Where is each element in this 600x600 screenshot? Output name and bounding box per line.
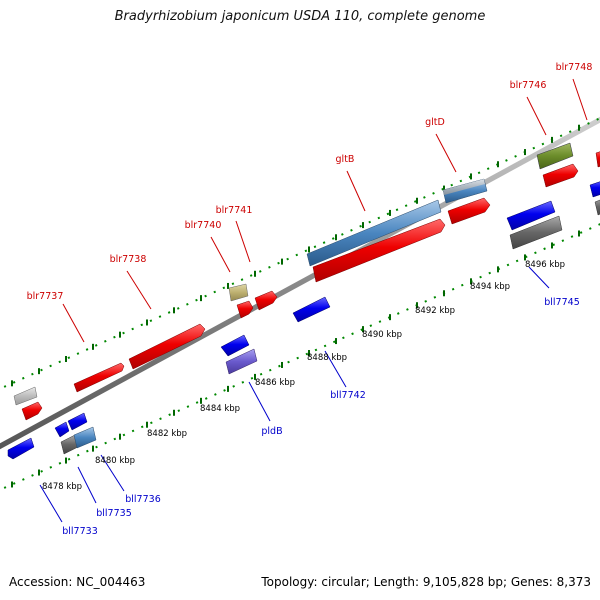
gene-box-gltD-top: [443, 179, 485, 195]
gene-box-gray-2[interactable]: [509, 215, 563, 250]
gene-label-gltD[interactable]: gltD: [425, 117, 445, 128]
gene-label-bll7736[interactable]: bll7736: [125, 494, 161, 505]
gene-label-blr7748[interactable]: blr7748: [556, 62, 593, 73]
gene-arrow-blr7741[interactable]: [254, 290, 278, 311]
gene-box-olive[interactable]: [536, 142, 574, 170]
genome-summary-text: Topology: circular; Length: 9,105,828 bp…: [261, 575, 591, 589]
reverse-callout-lines: [39, 266, 550, 523]
gene-box-gltB[interactable]: [306, 199, 442, 267]
gene-label-bll7733[interactable]: bll7733: [62, 526, 98, 537]
gene-arrow-blr7737[interactable]: [73, 362, 125, 393]
gene-label-blr7740[interactable]: blr7740: [185, 220, 222, 231]
gene-arrow-blr7740[interactable]: [236, 300, 254, 319]
gene-label-gltB[interactable]: gltB: [336, 154, 355, 165]
gene-label-bll7742[interactable]: bll7742: [330, 390, 366, 401]
gene-label-bll7745[interactable]: bll7745: [544, 297, 580, 308]
gene-box-gray-edge[interactable]: [594, 198, 600, 216]
accession-text: Accession: NC_004463: [9, 575, 146, 589]
kbp-label: 8488 kbp: [307, 353, 347, 363]
gene-arrow-blr7746[interactable]: [542, 163, 579, 188]
reverse-gene-track: [7, 180, 600, 460]
gene-arrow-bll7735b[interactable]: [67, 412, 88, 431]
kbp-label: 8482 kbp: [147, 429, 187, 439]
gene-label-blr7738[interactable]: blr7738: [110, 254, 147, 265]
kbp-label: 8490 kbp: [362, 330, 402, 340]
gene-arrow-bll7735[interactable]: [54, 421, 70, 438]
gene-label-blr7746[interactable]: blr7746: [510, 80, 547, 91]
forward-callout-lines: [62, 78, 588, 343]
gene-arrow-small-1[interactable]: [21, 401, 43, 421]
upper-tick-track: [0, 117, 600, 390]
gene-arrow-blr7738[interactable]: [128, 323, 206, 370]
gene-arrow-gltB-red[interactable]: [312, 218, 446, 283]
gene-label-pldB[interactable]: pldB: [261, 426, 282, 437]
gene-arrow-bll7745[interactable]: [506, 200, 556, 231]
map-title: Bradyrhizobium japonicum USDA 110, compl…: [114, 9, 486, 24]
gene-label-blr7737[interactable]: blr7737: [27, 291, 64, 302]
kbp-labels: 8478 kbp 8480 kbp 8482 kbp 8484 kbp 8486…: [42, 260, 565, 492]
gene-arrow-blr7748[interactable]: [595, 150, 600, 168]
gene-arrow-bll7733[interactable]: [7, 437, 35, 460]
reverse-gene-labels: bll7733 bll7735 bll7736 pldB bll7742 bll…: [62, 297, 580, 537]
lower-tick-track: [0, 223, 600, 491]
kbp-label: 8478 kbp: [42, 482, 82, 492]
forward-gene-labels: blr7737 blr7738 blr7740 blr7741 gltB glt…: [27, 62, 593, 302]
gene-box-pldB[interactable]: [225, 348, 258, 375]
gene-box-khaki[interactable]: [228, 283, 249, 302]
kbp-label: 8494 kbp: [470, 282, 510, 292]
gene-arrow-gltD-red[interactable]: [447, 197, 491, 225]
gene-box-bll7736[interactable]: [73, 426, 97, 449]
forward-gene-track: [13, 142, 600, 421]
kbp-label: 8480 kbp: [95, 456, 135, 466]
kbp-label: 8484 kbp: [200, 404, 240, 414]
gene-label-bll7735[interactable]: bll7735: [96, 508, 132, 519]
kbp-label: 8496 kbp: [525, 260, 565, 270]
gene-box-lightgray-1[interactable]: [13, 386, 38, 406]
major-ticks: [11, 124, 580, 488]
kbp-label: 8492 kbp: [415, 306, 455, 316]
gene-label-blr7741[interactable]: blr7741: [216, 205, 253, 216]
kbp-label: 8486 kbp: [255, 378, 295, 388]
gene-arrow-rev-edge[interactable]: [589, 180, 600, 198]
gene-arrow-rev-1[interactable]: [220, 334, 250, 357]
gene-arrow-bll7742[interactable]: [292, 296, 331, 323]
